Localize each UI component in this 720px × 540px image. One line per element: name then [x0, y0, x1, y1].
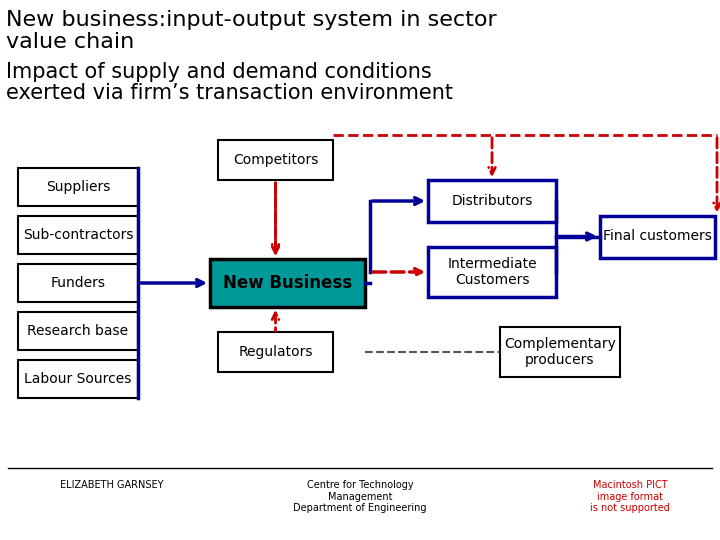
- Bar: [210, 259, 365, 307]
- Text: Funders: Funders: [50, 276, 106, 290]
- Text: Macintosh PICT
image format
is not supported: Macintosh PICT image format is not suppo…: [590, 480, 670, 513]
- Text: Competitors: Competitors: [233, 153, 318, 167]
- Bar: [18, 168, 138, 206]
- Text: Regulators: Regulators: [238, 345, 312, 359]
- Bar: [600, 215, 715, 258]
- Text: Sub-contractors: Sub-contractors: [23, 228, 133, 242]
- Text: ELIZABETH GARNSEY: ELIZABETH GARNSEY: [60, 480, 163, 490]
- Bar: [18, 216, 138, 254]
- Text: Final customers: Final customers: [603, 230, 712, 244]
- Text: Intermediate
Customers: Intermediate Customers: [447, 257, 537, 287]
- Text: Impact of supply and demand conditions: Impact of supply and demand conditions: [6, 62, 432, 82]
- Bar: [218, 140, 333, 180]
- Bar: [428, 180, 556, 222]
- Text: exerted via firm’s transaction environment: exerted via firm’s transaction environme…: [6, 83, 453, 103]
- Text: Centre for Technology
Management
Department of Engineering: Centre for Technology Management Departm…: [293, 480, 427, 513]
- Text: Labour Sources: Labour Sources: [24, 372, 132, 386]
- Bar: [18, 264, 138, 302]
- Text: value chain: value chain: [6, 32, 134, 52]
- Text: Complementary
producers: Complementary producers: [504, 337, 616, 367]
- Bar: [500, 327, 620, 377]
- Text: New Business: New Business: [223, 274, 352, 292]
- Bar: [18, 360, 138, 398]
- Bar: [428, 247, 556, 297]
- Bar: [18, 312, 138, 350]
- Bar: [218, 332, 333, 372]
- Text: Research base: Research base: [27, 324, 129, 338]
- Text: New business:input-output system in sector: New business:input-output system in sect…: [6, 10, 497, 30]
- Text: Distributors: Distributors: [451, 194, 533, 208]
- Text: Suppliers: Suppliers: [46, 180, 110, 194]
